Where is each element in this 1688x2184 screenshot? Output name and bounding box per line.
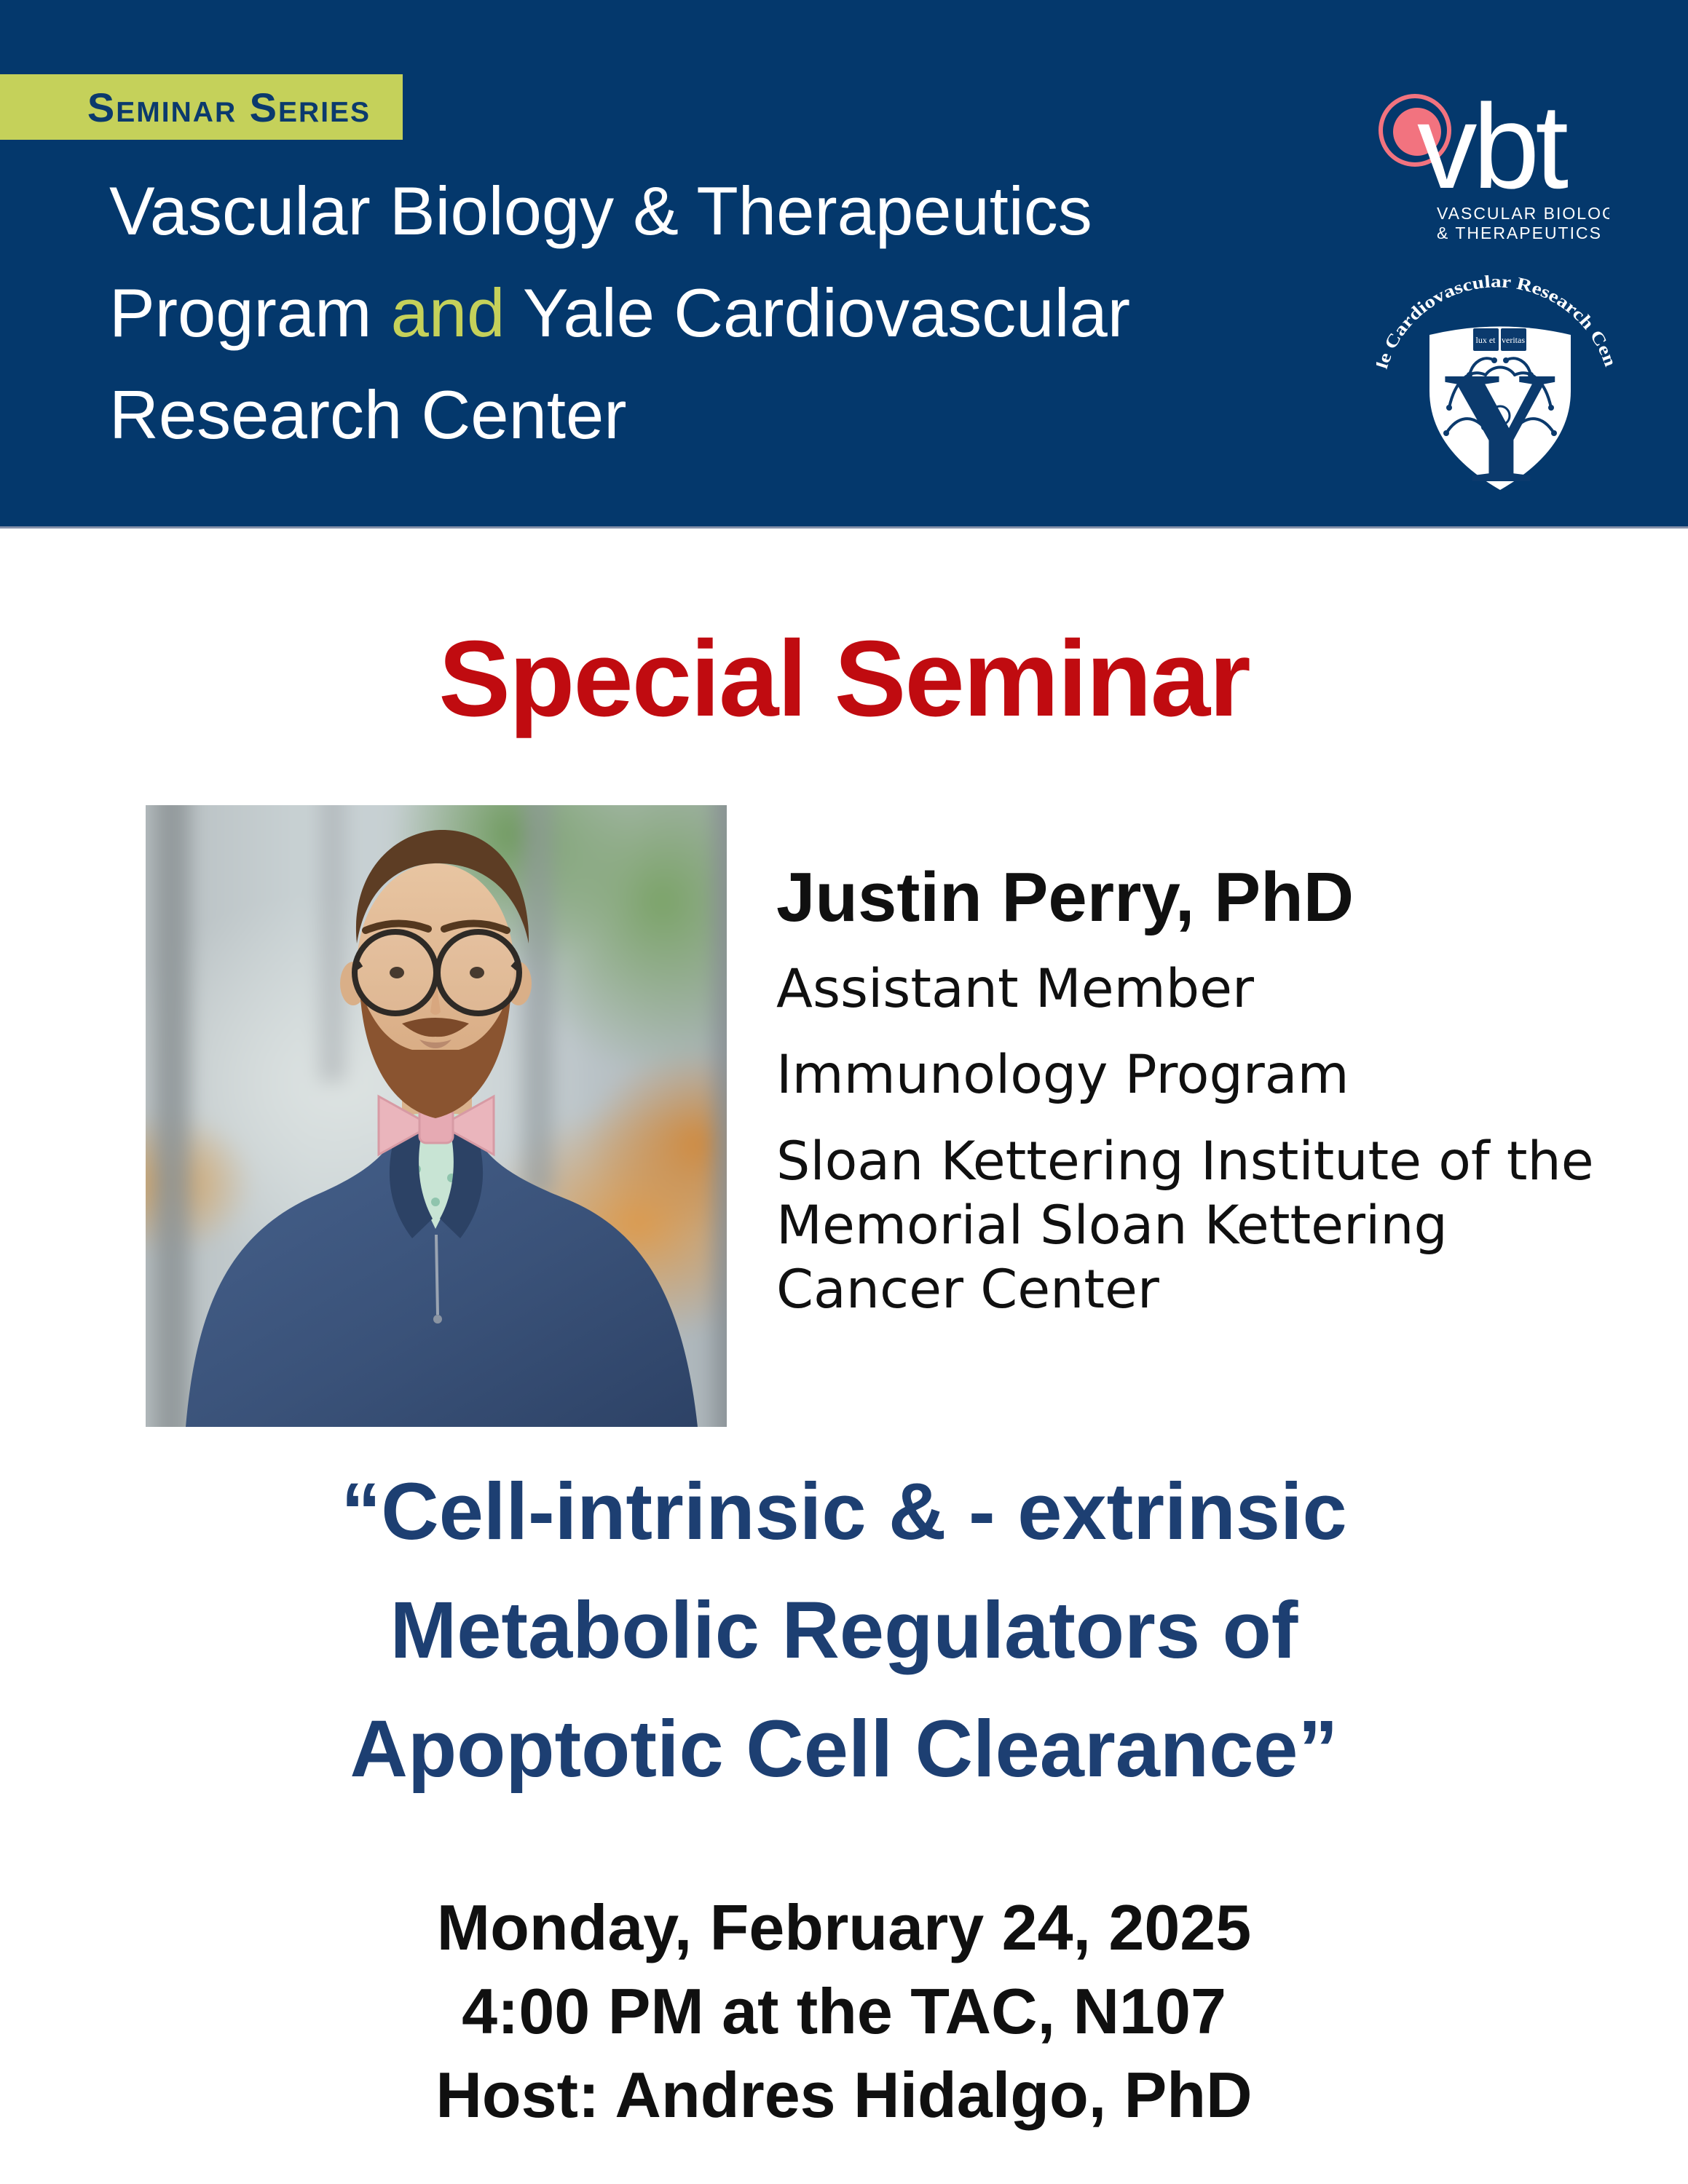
person-hair [355,829,529,943]
window-mullion-icon [714,805,727,1427]
vbt-caption-line1: VASCULAR BIOLOGY [1437,204,1609,223]
person-eye-right [470,967,484,978]
seminar-series-badge-label: Seminar Series [87,84,371,130]
window-mullion-icon [521,805,553,1197]
person-mouth [419,1040,451,1048]
event-host: Host: Andres Hidalgo, PhD [435,2059,1253,2131]
sweater-lapel-left [389,1128,433,1238]
header-title-line1: Vascular Biology & Therapeutics [109,173,1092,249]
speaker-institution-line3: Cancer Center [776,1259,1159,1321]
bow-tie-icon [377,1094,495,1157]
event-date: Monday, February 24, 2025 [436,1891,1252,1963]
person-mustache [402,1018,469,1037]
header-title-line3: Research Center [109,376,627,453]
zipper-icon [435,1234,439,1315]
header-title-line2-post: Yale Cardiovascular [505,274,1131,351]
vbt-wordmark: vbt [1417,84,1568,213]
speaker-institution: Sloan Kettering Institute of the Memoria… [776,1130,1594,1322]
ycrc-book-left [1473,328,1499,351]
header-band: Seminar Series Vascular Biology & Therap… [0,0,1688,529]
person-eyebrows [362,919,510,934]
speaker-program: Immunology Program [776,1044,1349,1106]
person-nose [430,977,441,1015]
vbt-ring-icon [1379,94,1451,167]
speaker-name: Justin Perry, PhD [776,858,1354,936]
header-title-and: and [390,274,505,351]
person-eye-left [390,967,404,978]
glasses-icon [352,929,522,1016]
ycrc-book-right [1501,328,1526,351]
vbt-caption-line2: & THERAPEUTICS [1437,223,1602,242]
speaker-title: Assistant Member [776,958,1255,1020]
seminar-series-badge: Seminar Series [0,74,403,140]
talk-title-line3: Apoptotic Cell Clearance” [350,1704,1338,1794]
talk-title-line2: Metabolic Regulators of [390,1586,1298,1675]
ycrc-branch-fruits-icon [1443,357,1557,436]
ycrc-book-right-text: veritas [1502,335,1525,345]
talk-title: “Cell-intrinsic & - extrinsic Metabolic … [0,1452,1688,1808]
speaker-institution-line1: Sloan Kettering Institute of the [776,1131,1594,1192]
speaker-portrait-illustration [186,829,698,1427]
window-mullion-icon [319,805,346,1083]
vbt-dot-icon [1393,108,1441,156]
ycrc-shield-letter: Y [1443,339,1558,506]
zipper-pull-icon [433,1315,442,1324]
special-seminar-heading: Special Seminar [438,619,1250,739]
sweater-lapel-right [440,1128,484,1238]
speaker-institution-line2: Memorial Sloan Kettering [776,1195,1448,1257]
talk-title-line1: “Cell-intrinsic & - extrinsic [341,1467,1347,1556]
speaker-photo [146,805,727,1427]
header-title-line2: Program and Yale Cardiovascular [109,262,1130,364]
header-title-line2-pre: Program [109,274,391,351]
ycrc-logo-icon: Yale Cardiovascular Research Center lux … [1376,266,1617,506]
ycrc-heart-icon [1489,405,1511,427]
window-mullion-icon [154,805,190,1427]
ycrc-book-left-text: lux et [1476,335,1496,345]
person-sweater [186,1128,698,1427]
person-beard [360,987,511,1118]
event-time-location: 4:00 PM at the TAC, N107 [462,1975,1226,2047]
vbt-logo-icon: vbt VASCULAR BIOLOGY & THERAPEUTICS [1379,84,1609,242]
header-title: Vascular Biology & Therapeutics Program … [109,160,1130,466]
event-details: Monday, February 24, 2025 4:00 PM at the… [0,1886,1688,2137]
